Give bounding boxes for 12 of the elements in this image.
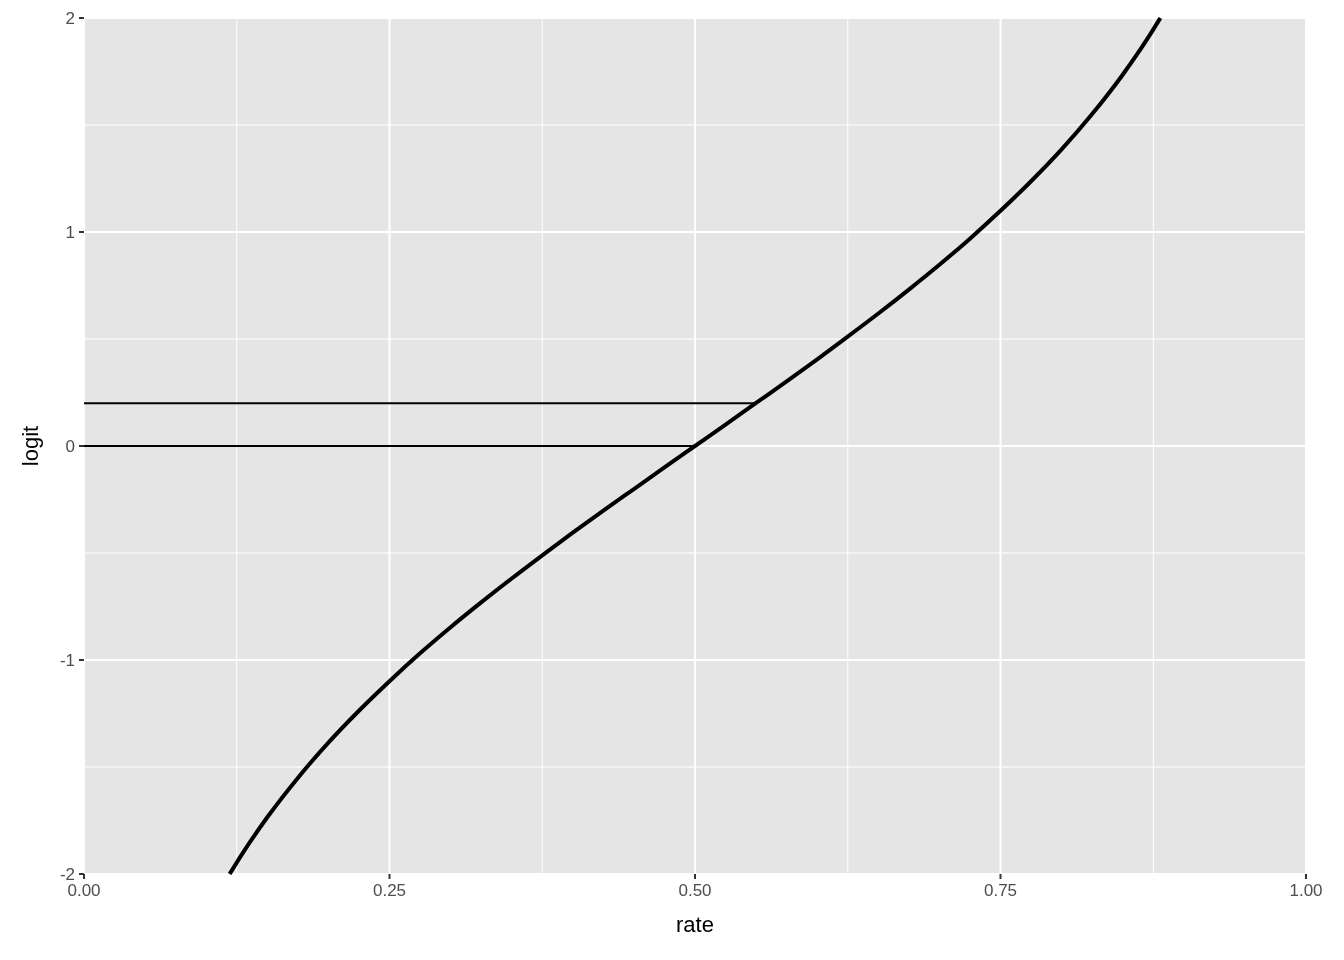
x-tick-label: 0.25 — [372, 881, 407, 900]
y-axis-title: logit — [18, 425, 43, 467]
y-tick-label: 2 — [65, 8, 75, 28]
x-tick-label: 0.00 — [67, 881, 101, 900]
x-axis-title: rate — [676, 912, 714, 937]
x-tick-label: 1.00 — [1289, 881, 1323, 900]
y-tick-label: -1 — [59, 650, 75, 670]
y-tick-label: -2 — [59, 864, 75, 884]
x-tick-label: 0.50 — [678, 881, 712, 900]
x-tick-label: 0.75 — [983, 881, 1018, 900]
y-tick-label: 0 — [65, 436, 75, 456]
y-tick-label: 1 — [65, 222, 75, 242]
